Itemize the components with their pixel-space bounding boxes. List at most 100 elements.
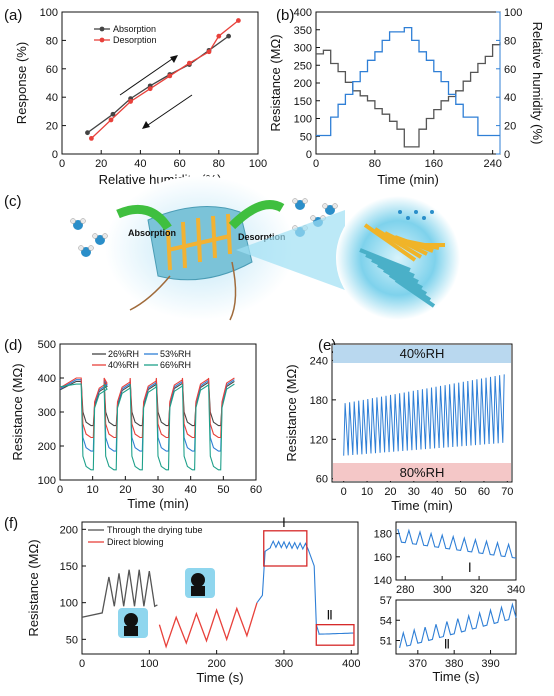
x-tick-label: 10 bbox=[361, 486, 373, 498]
series-drying-tube bbox=[81, 569, 158, 618]
y-axis-label: Response (%) bbox=[14, 42, 29, 124]
fiber bbox=[394, 278, 436, 308]
zoom-cone bbox=[236, 210, 345, 290]
x-tick-label: 200 bbox=[207, 658, 225, 670]
y-tick-label: 54 bbox=[380, 615, 392, 627]
data-point bbox=[110, 111, 116, 117]
legend-entry: 40%RH bbox=[108, 360, 139, 370]
electrode bbox=[166, 213, 232, 271]
y2-axis-label: Relative humidity (%) bbox=[530, 22, 545, 145]
y-tick-label: 100 bbox=[60, 598, 78, 610]
y2-tick-label: 20 bbox=[504, 121, 516, 133]
legend-entry: 53%RH bbox=[160, 349, 191, 359]
x-tick-label: 0 bbox=[79, 658, 85, 670]
series-blue bbox=[256, 539, 354, 635]
water-molecule bbox=[81, 247, 91, 257]
legend-marker bbox=[99, 26, 105, 32]
chart-e: 0 10 20 30 40 50 60 70 60 120 180 240 Time (min) Resi… bbox=[284, 343, 513, 513]
fiber bbox=[363, 223, 417, 262]
x-tick-label: 50 bbox=[217, 484, 229, 496]
x-tick-label: 20 bbox=[95, 158, 107, 170]
water-molecule bbox=[302, 198, 308, 204]
arrow-head bbox=[142, 121, 150, 129]
y-tick-label: 180 bbox=[310, 395, 328, 407]
desorption-label: Desorption bbox=[238, 232, 286, 242]
x-tick-label: 390 bbox=[481, 658, 499, 670]
legend-entry: Absorption bbox=[113, 24, 156, 34]
x-tick-label: 100 bbox=[249, 158, 267, 170]
series-line-3 bbox=[59, 383, 235, 471]
legend-marker bbox=[99, 37, 105, 43]
band-80rh bbox=[333, 463, 511, 481]
panel-label: (c) bbox=[4, 193, 22, 210]
series-humidity bbox=[316, 26, 500, 137]
y-tick-label: 180 bbox=[374, 529, 392, 541]
y-tick-label: 80 bbox=[46, 35, 58, 47]
y-tick-label: 51 bbox=[380, 636, 392, 648]
chart-d: 0 10 20 30 40 50 60 100 200 300 400 500 Time (min) Re… bbox=[10, 339, 262, 511]
water-molecule bbox=[88, 245, 94, 251]
y-tick-label: 20 bbox=[46, 121, 58, 133]
person-icon bbox=[191, 573, 205, 587]
water-molecule bbox=[73, 220, 83, 230]
panel-label: (a) bbox=[4, 7, 22, 24]
y2-tick-label: 100 bbox=[504, 7, 522, 19]
wire bbox=[129, 275, 171, 311]
y-tick-label: 200 bbox=[294, 78, 312, 90]
x-tick-label: 10 bbox=[87, 484, 99, 496]
data-point bbox=[128, 99, 134, 104]
water-molecule bbox=[322, 203, 328, 209]
x-tick-label: 160 bbox=[425, 158, 443, 170]
x-tick-label: 0 bbox=[341, 486, 347, 498]
panel-label: (d) bbox=[4, 337, 22, 354]
fiber bbox=[373, 227, 423, 259]
plot-frame bbox=[81, 521, 359, 655]
legend-entry: Through the drying tube bbox=[107, 525, 203, 535]
desorption-arrow bbox=[228, 200, 285, 230]
panel-label: (b) bbox=[276, 7, 294, 24]
series-line-2 bbox=[59, 377, 235, 439]
x-tick-label: 380 bbox=[445, 658, 463, 670]
x-tick-label: 0 bbox=[59, 158, 65, 170]
plot-frame bbox=[395, 599, 517, 655]
y-tick-label: 500 bbox=[38, 339, 56, 351]
y-tick-label: 350 bbox=[294, 25, 312, 37]
x-axis-label: Time (min) bbox=[377, 172, 439, 187]
water-molecule bbox=[398, 210, 402, 214]
legend-entry: Desorption bbox=[113, 35, 157, 45]
y-tick-label: 100 bbox=[40, 7, 58, 19]
plot-frame bbox=[315, 11, 501, 155]
panel-c-illustration: Absorption Desorption bbox=[70, 176, 460, 321]
region-box-1 bbox=[263, 530, 308, 567]
x-tick-label: 70 bbox=[501, 486, 513, 498]
person-icon bbox=[191, 586, 205, 596]
y-tick-label: 0 bbox=[306, 149, 312, 161]
water-molecule bbox=[414, 210, 418, 214]
x-tick-label: 300 bbox=[275, 658, 293, 670]
plot-frame bbox=[395, 521, 517, 581]
x-tick-label: 240 bbox=[483, 158, 501, 170]
data-point bbox=[147, 86, 153, 92]
region-box-2 bbox=[315, 624, 355, 646]
series-line-0 bbox=[59, 380, 235, 427]
x-tick-label: 0 bbox=[57, 484, 63, 496]
x-tick-label: 20 bbox=[384, 486, 396, 498]
y-tick-label: 100 bbox=[294, 114, 312, 126]
water-molecule bbox=[422, 216, 426, 220]
x-axis-label: Time (s) bbox=[196, 670, 243, 685]
y-tick-label: 250 bbox=[294, 60, 312, 72]
arrow-down bbox=[144, 94, 193, 128]
band-top-label: 40%RH bbox=[400, 346, 445, 361]
x-tick-label: 30 bbox=[408, 486, 420, 498]
y-tick-label: 57 bbox=[380, 595, 392, 607]
x-tick-label: 0 bbox=[313, 158, 319, 170]
y-tick-label: 60 bbox=[316, 474, 328, 486]
y-tick-label: 160 bbox=[374, 552, 392, 564]
y-tick-label: 300 bbox=[294, 43, 312, 55]
x-tick-label: 40 bbox=[185, 484, 197, 496]
water-molecule bbox=[406, 216, 410, 220]
fiber bbox=[365, 253, 415, 278]
data-point bbox=[206, 49, 212, 55]
band-40rh bbox=[333, 345, 511, 363]
